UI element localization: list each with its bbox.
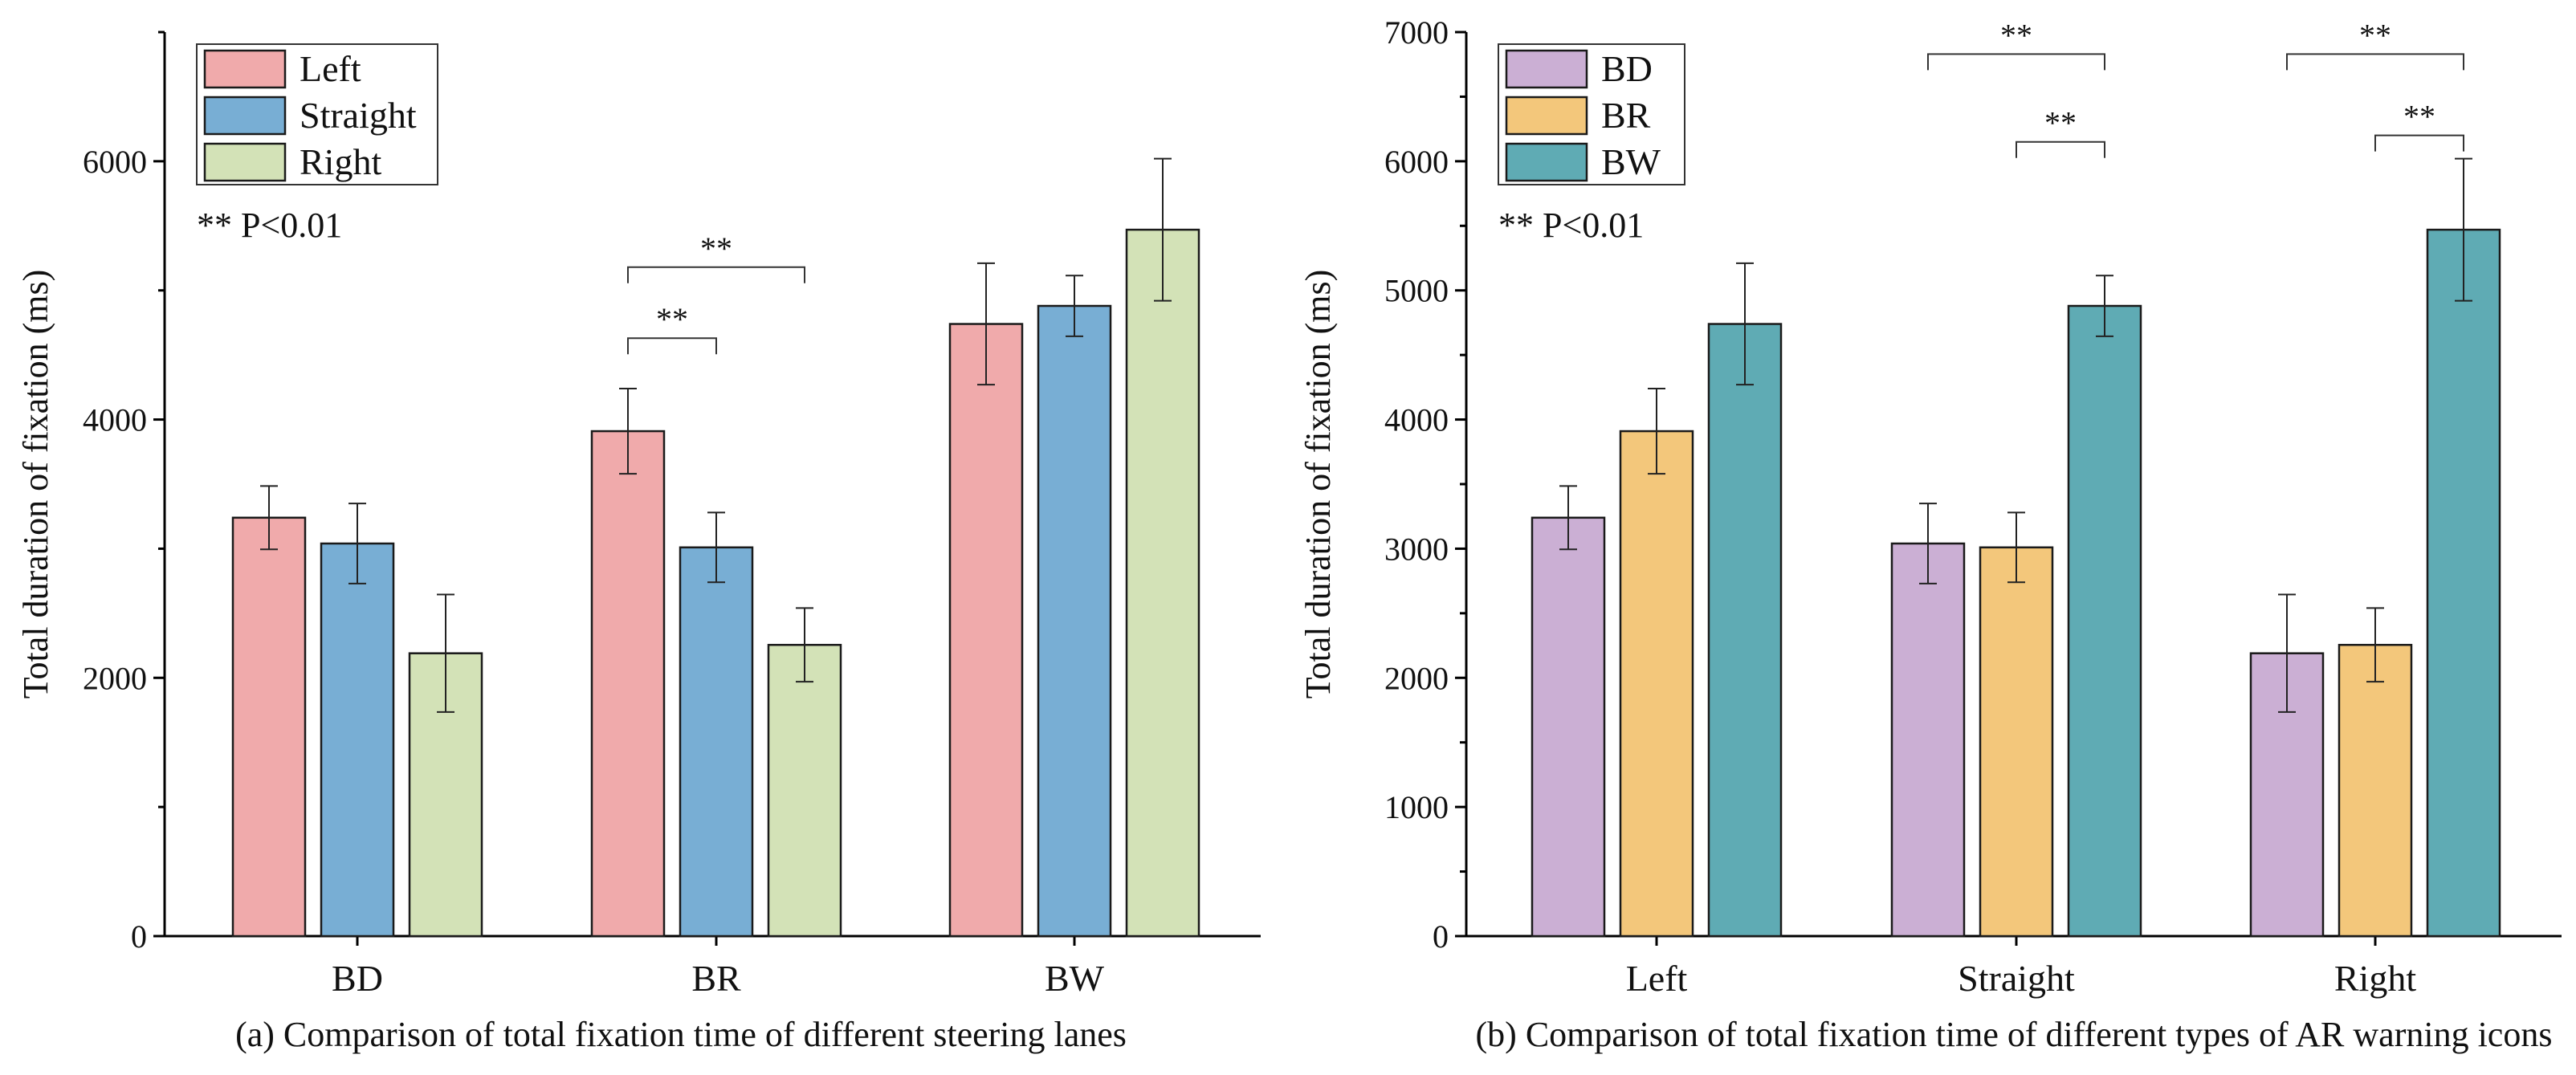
x-category-label: BW xyxy=(1045,958,1105,999)
bar xyxy=(2426,228,2501,938)
bar xyxy=(2067,304,2142,938)
legend-label: BR xyxy=(1601,95,1651,136)
significance-bracket xyxy=(627,337,717,355)
bar xyxy=(2338,644,2413,938)
bar xyxy=(1531,516,1606,938)
bar xyxy=(948,323,1024,938)
y-tick-label: 3000 xyxy=(1384,531,1449,567)
significance-note: ** P<0.01 xyxy=(197,206,342,245)
bar xyxy=(1125,228,1200,938)
legend-label: BW xyxy=(1601,141,1661,182)
y-tick-label: 1000 xyxy=(1384,789,1449,825)
significance-label: ** xyxy=(2000,17,2032,53)
significance-label: ** xyxy=(2044,105,2077,141)
legend-label: BD xyxy=(1601,48,1653,89)
significance-note: ** P<0.01 xyxy=(1498,206,1644,245)
bar xyxy=(231,516,307,938)
legend-swatch xyxy=(203,49,287,89)
x-category-label: BD xyxy=(332,958,383,999)
legend-swatch xyxy=(1505,49,1588,89)
y-tick-label: 5000 xyxy=(1384,273,1449,309)
y-tick-label: 0 xyxy=(131,918,147,955)
significance-label: ** xyxy=(2359,17,2391,53)
legend-label: Left xyxy=(300,48,361,89)
y-axis-title: Total duration of fixation (ms) xyxy=(16,270,55,699)
significance-bracket xyxy=(627,266,805,283)
chart-panel-b: 0 1000 2000 3000 4000 5000 6000 7000 Left Straigh… xyxy=(1298,14,2562,1054)
bar xyxy=(1890,542,1966,938)
y-tick-label: 6000 xyxy=(83,144,147,180)
legend-label: Straight xyxy=(300,95,417,136)
bar xyxy=(767,644,842,938)
panel-caption: (b) Comparison of total fixation time of… xyxy=(1476,1015,2553,1054)
legend-swatch xyxy=(1505,96,1588,136)
y-tick-label: 0 xyxy=(1433,918,1449,955)
y-tick-label: 2000 xyxy=(1384,660,1449,696)
y-tick-label: 4000 xyxy=(83,402,147,438)
significance-label: ** xyxy=(700,230,732,267)
legend-label: Right xyxy=(300,141,381,182)
bar xyxy=(679,546,754,938)
legend-swatch xyxy=(203,96,287,136)
bar xyxy=(590,430,666,938)
bar xyxy=(1619,430,1694,938)
significance-bracket xyxy=(2016,140,2105,158)
legend-swatch xyxy=(1505,142,1588,182)
y-tick-label: 7000 xyxy=(1384,14,1449,51)
bar xyxy=(1707,323,1783,938)
x-category-label: Left xyxy=(1626,958,1688,999)
significance-label: ** xyxy=(656,301,688,337)
x-category-label: BR xyxy=(691,958,741,999)
y-tick-label: 4000 xyxy=(1384,402,1449,438)
y-tick-label: 6000 xyxy=(1384,144,1449,180)
significance-bracket xyxy=(2374,134,2464,152)
significance-bracket xyxy=(2286,53,2464,71)
y-tick-label: 2000 xyxy=(83,660,147,696)
bar xyxy=(1979,546,2054,938)
bar xyxy=(1037,304,1112,938)
legend-swatch xyxy=(203,142,287,182)
significance-bracket xyxy=(1927,53,2105,71)
chart-panel-a: 0 2000 4000 6000 BD BR BW ** ** Left Straight Right… xyxy=(16,31,1261,1054)
significance-label: ** xyxy=(2403,99,2435,135)
x-category-label: Straight xyxy=(1958,958,2075,999)
bar xyxy=(320,542,395,938)
x-category-label: Right xyxy=(2334,958,2416,999)
panel-caption: (a) Comparison of total fixation time of… xyxy=(235,1015,1127,1054)
y-axis-title: Total duration of fixation (ms) xyxy=(1298,270,1338,699)
